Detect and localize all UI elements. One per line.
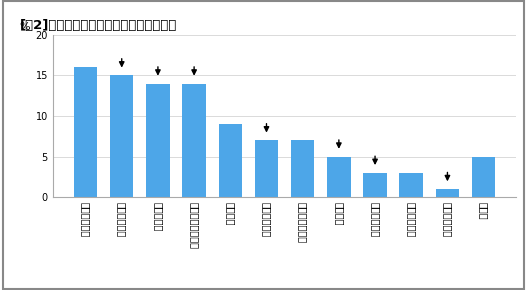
Bar bbox=[363, 173, 387, 197]
Bar bbox=[436, 189, 459, 197]
Y-axis label: %: % bbox=[19, 21, 30, 32]
Bar bbox=[182, 84, 206, 197]
Bar bbox=[219, 124, 242, 197]
Bar bbox=[110, 75, 133, 197]
Bar bbox=[327, 157, 350, 197]
Bar bbox=[472, 157, 495, 197]
Bar bbox=[74, 67, 97, 197]
Bar bbox=[146, 84, 170, 197]
Bar bbox=[399, 173, 423, 197]
Bar bbox=[255, 140, 278, 197]
Text: [図2]ねじ締め自動化作業のトラブル要因: [図2]ねじ締め自動化作業のトラブル要因 bbox=[20, 19, 178, 32]
Bar bbox=[291, 140, 315, 197]
